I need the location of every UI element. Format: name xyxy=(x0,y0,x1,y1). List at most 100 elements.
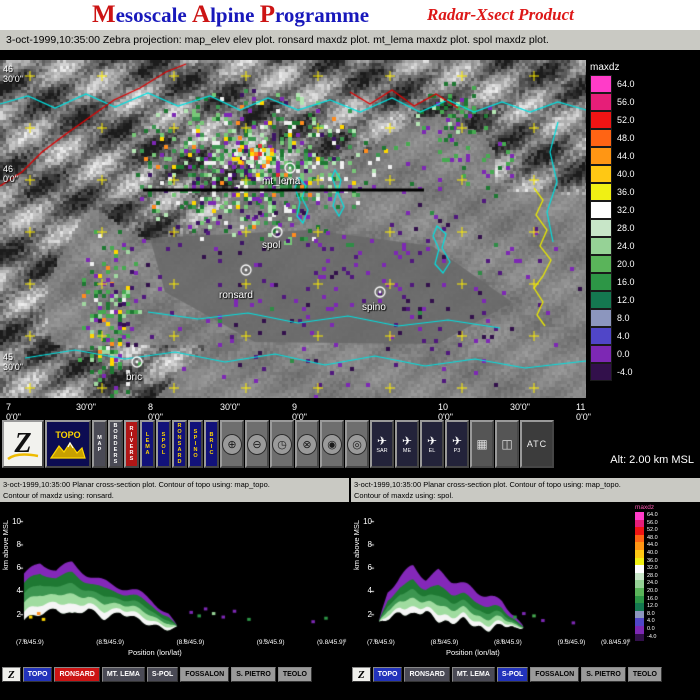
bottom-right-button-mt-lema[interactable]: MT. LEMA xyxy=(451,667,495,682)
x-tick-label: (8.8/45.9) xyxy=(494,639,522,646)
round-tool-group: ⊕ ⊖ ◷ ⊗ ◉ ◎ xyxy=(220,420,369,468)
bottom-right-button-fossalon[interactable]: FOSSALON xyxy=(530,667,580,682)
colorbar-value: 4.0 xyxy=(647,618,655,625)
x-tick-label: (7.8/45.9) xyxy=(16,639,44,646)
bottom-right-button-ronsard[interactable]: RONSARD xyxy=(404,667,450,682)
colorbar-swatch xyxy=(590,75,612,93)
toolbar-point-button[interactable]: ◉ xyxy=(320,420,344,468)
toolbar-rings-button[interactable]: ◎ xyxy=(345,420,369,468)
colorbar-swatch xyxy=(635,534,644,543)
title-cap-m: M xyxy=(92,1,116,28)
x-axis-label: Position (lon/lat) xyxy=(446,648,500,657)
colorbar-value: 32.0 xyxy=(617,205,635,215)
colorbar-value: 52.0 xyxy=(617,115,635,125)
toolbar-panel-button[interactable]: ◫ xyxy=(495,420,519,468)
aircraft-label: ME xyxy=(402,447,412,454)
x-tick-label: (9.3/45.9) xyxy=(557,639,586,646)
lon-axis-label: 8 0'0" xyxy=(148,402,163,423)
toolbar-grid-button[interactable]: ▦ xyxy=(470,420,494,468)
toolbar-button-rivers[interactable]: RIVERS xyxy=(124,420,139,468)
source-bar-left: Z TOPO RONSARD MT. LEMA S-POL FOSSALON S. PIET… xyxy=(2,666,312,683)
colorbar-value: 4.0 xyxy=(617,331,630,341)
colorbar-row: 20.0 xyxy=(635,587,699,596)
toolbar-button-map[interactable]: MAP xyxy=(92,420,107,468)
colorbar-row: 36.0 xyxy=(590,183,698,201)
colorbar-swatch xyxy=(590,363,612,381)
colorbar-value: 16.0 xyxy=(647,595,658,602)
colorbar-swatch xyxy=(590,93,612,111)
bottom-left-button-topo[interactable]: TOPO xyxy=(22,667,53,682)
app-title: Mesoscale Alpine Programme xyxy=(92,1,370,28)
lon-axis-label: 10 0'0" xyxy=(438,402,453,423)
bottom-left-button-ronsard[interactable]: RONSARD xyxy=(54,667,100,682)
colorbar-value: 24.0 xyxy=(647,580,658,587)
source-bar-right: Z TOPO RONSARD MT. LEMA S-POL FOSSALON S. PIET… xyxy=(352,666,662,683)
colorbar-value: 64.0 xyxy=(647,512,658,519)
colorbar-value: 52.0 xyxy=(647,527,658,534)
toolbar-button-bric[interactable]: BRIC xyxy=(204,420,219,468)
site-label-spino: spino xyxy=(362,302,386,313)
aircraft-label: SAR xyxy=(376,447,388,454)
x-tick-label: (8.3/45.9) xyxy=(430,639,459,646)
lat-axis-label: 45 30'0" xyxy=(3,352,23,373)
toolbar-aircraft-sar-button[interactable]: ✈ SAR xyxy=(370,420,394,468)
toolbar-button-spol[interactable]: SPOL xyxy=(156,420,171,468)
colorbar-value: 28.0 xyxy=(647,572,658,579)
toolbar-clock-button[interactable]: ◷ xyxy=(270,420,294,468)
colorbar-row: 44.0 xyxy=(635,542,699,550)
mountain-icon xyxy=(50,441,86,459)
colorbar-swatch xyxy=(635,580,644,588)
bottom-left-button-fossalon[interactable]: FOSSALON xyxy=(180,667,230,682)
xsect-header-ronsard: 3-oct-1999,10:35:00 Planar cross-section… xyxy=(0,478,349,502)
colorbar-row: 64.0 xyxy=(590,75,698,93)
colorbar-swatch xyxy=(590,147,612,165)
colorbar-swatch xyxy=(590,237,612,255)
y-tick-label: 10 xyxy=(12,516,21,526)
bottom-right-button-s-pietro[interactable]: S. PIETRO xyxy=(581,667,626,682)
colorbar-row: 56.0 xyxy=(635,519,699,528)
toolbar-target-button[interactable]: ⊗ xyxy=(295,420,319,468)
site-label-mt-lema: mt_lema xyxy=(262,176,301,187)
bottom-left-button-s-pol[interactable]: S-POL xyxy=(146,667,179,682)
xsect-header-spol: 3-oct-1999,10:35:00 Planar cross-section… xyxy=(351,478,700,502)
colorbar-swatch xyxy=(635,595,644,604)
map-area: 46 30'0" 46 0'0" 45 30'0" 7 0'0" 30'0" 8 0'0" 30'0"… xyxy=(0,50,700,423)
xsect-panel-spol: 3-oct-1999,10:35:00 Planar cross-section… xyxy=(351,478,700,666)
bottom-left-button-s-pietro[interactable]: S. PIETRO xyxy=(231,667,276,682)
bottom-right-button-topo[interactable]: TOPO xyxy=(372,667,403,682)
toolbar-aircraft-me-button[interactable]: ✈ ME xyxy=(395,420,419,468)
toolbar-zoom-in-button[interactable]: ⊕ xyxy=(220,420,244,468)
toolbar-button-ronsard[interactable]: RONSARD xyxy=(172,420,187,468)
colorbar-swatch xyxy=(635,603,644,611)
zebra-logo-button[interactable]: Z xyxy=(2,420,44,468)
toolbar-zoom-out-button[interactable]: ⊖ xyxy=(245,420,269,468)
colorbar-swatch xyxy=(635,565,644,573)
atc-button[interactable]: ATC xyxy=(520,420,554,468)
y-tick-label: 6 xyxy=(16,563,21,573)
colorbar-row: 32.0 xyxy=(590,201,698,219)
toolbar-button-spino[interactable]: SPINO xyxy=(188,420,203,468)
toolbar-aircraft-p3-button[interactable]: ✈ P3 xyxy=(445,420,469,468)
bottom-right-button-z[interactable]: Z xyxy=(352,667,371,682)
colorbar-swatch xyxy=(590,111,612,129)
bottom-left-button-mt-lema[interactable]: MT. LEMA xyxy=(101,667,145,682)
extra-tool-group: ▦ ◫ xyxy=(470,420,519,468)
toolbar-button-borders[interactable]: BORDERS xyxy=(108,420,123,468)
colorbar-value: -4.0 xyxy=(647,633,657,640)
colorbar: maxdz 64.0 56.0 52.0 48.0 44.0 40.0 36.0 32.0 28… xyxy=(590,62,698,381)
colorbar-row: 32.0 xyxy=(635,565,699,573)
bottom-left-button-teolo[interactable]: TEOLO xyxy=(277,667,312,682)
bottom-left-button-z[interactable]: Z xyxy=(2,667,21,682)
radar-map-canvas[interactable] xyxy=(0,60,586,398)
colorbar-value: 0.0 xyxy=(647,625,655,632)
lon-axis-label: 30'0" xyxy=(220,402,240,412)
bottom-right-button-s-pol[interactable]: S-POL xyxy=(496,667,529,682)
colorbar-value: 40.0 xyxy=(617,169,635,179)
toolbar-aircraft-el-button[interactable]: ✈ EL xyxy=(420,420,444,468)
toolbar-button-lema[interactable]: LEMA xyxy=(140,420,155,468)
bottom-right-button-teolo[interactable]: TEOLO xyxy=(627,667,662,682)
x-tick-label: (8.3/45.9) xyxy=(96,639,125,646)
site-label-spol: spol xyxy=(262,240,281,251)
topo-button[interactable]: TOPO xyxy=(45,420,91,468)
site-label-bric: bric xyxy=(126,372,143,383)
